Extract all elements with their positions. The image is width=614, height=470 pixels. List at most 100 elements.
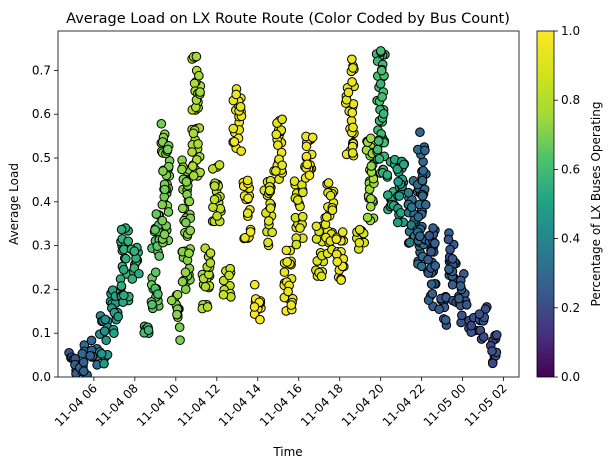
data-point bbox=[307, 132, 318, 143]
data-point bbox=[428, 223, 438, 233]
data-point bbox=[109, 328, 119, 339]
data-point bbox=[413, 212, 424, 222]
data-point bbox=[447, 253, 458, 264]
data-point bbox=[295, 223, 305, 233]
data-point bbox=[129, 246, 140, 257]
y-tick-label: 0.5 bbox=[32, 151, 51, 165]
data-point bbox=[286, 300, 297, 310]
x-tick-label: 11-04 14 bbox=[216, 381, 264, 429]
data-point bbox=[347, 77, 357, 87]
data-point bbox=[444, 264, 454, 275]
data-point bbox=[427, 288, 438, 299]
data-point bbox=[392, 164, 403, 175]
data-point bbox=[224, 270, 234, 281]
data-point bbox=[311, 221, 322, 232]
data-point bbox=[406, 202, 417, 212]
data-point bbox=[377, 92, 387, 102]
data-point bbox=[99, 358, 109, 369]
data-point bbox=[492, 330, 502, 340]
data-point bbox=[184, 196, 195, 207]
colorbar-tick-label: 0.6 bbox=[561, 162, 580, 176]
data-point bbox=[393, 176, 403, 187]
data-point bbox=[373, 136, 384, 146]
data-point bbox=[235, 102, 246, 112]
data-point bbox=[245, 227, 256, 237]
data-point bbox=[343, 87, 354, 98]
data-point bbox=[181, 177, 192, 187]
data-point bbox=[348, 122, 358, 133]
data-point bbox=[434, 304, 444, 315]
data-point bbox=[271, 166, 281, 176]
data-point bbox=[150, 225, 160, 235]
colorbar-tick-label: 0.0 bbox=[561, 370, 580, 384]
x-tick-label: 11-04 08 bbox=[93, 381, 141, 429]
data-point bbox=[420, 199, 431, 210]
data-point bbox=[297, 211, 308, 222]
data-point bbox=[151, 209, 162, 219]
chart-title: Average Load on LX Route Route (Color Co… bbox=[66, 11, 510, 27]
data-point bbox=[202, 302, 213, 312]
data-point bbox=[430, 261, 441, 271]
data-point bbox=[180, 267, 191, 278]
data-point bbox=[157, 215, 168, 226]
data-points bbox=[64, 46, 502, 377]
data-point bbox=[188, 170, 199, 181]
data-point bbox=[159, 229, 170, 240]
data-point bbox=[100, 314, 111, 325]
data-point bbox=[193, 139, 203, 149]
data-point bbox=[304, 170, 315, 181]
data-point bbox=[153, 289, 163, 299]
data-point bbox=[212, 211, 222, 221]
colorbar bbox=[536, 30, 555, 378]
data-point bbox=[228, 123, 239, 134]
data-point bbox=[163, 207, 174, 217]
data-point bbox=[273, 140, 283, 150]
y-axis-title: Average Load bbox=[7, 163, 21, 245]
data-point bbox=[405, 237, 415, 248]
data-point bbox=[156, 118, 167, 129]
data-point bbox=[177, 164, 187, 175]
data-point bbox=[366, 194, 376, 204]
data-point bbox=[249, 279, 260, 290]
data-point bbox=[271, 129, 282, 140]
data-point bbox=[327, 205, 338, 215]
data-point bbox=[119, 290, 129, 301]
data-point bbox=[372, 144, 383, 155]
data-point bbox=[209, 194, 220, 205]
data-point bbox=[325, 190, 336, 201]
colorbar-tick-label: 0.4 bbox=[561, 232, 580, 246]
data-point bbox=[134, 268, 144, 279]
data-point bbox=[336, 275, 346, 285]
data-point bbox=[116, 224, 127, 235]
x-tick-label: 11-04 06 bbox=[52, 381, 100, 429]
data-point bbox=[487, 346, 497, 356]
data-point bbox=[455, 281, 466, 291]
data-point bbox=[150, 267, 161, 278]
data-point bbox=[478, 332, 489, 342]
data-point bbox=[323, 178, 334, 188]
data-point bbox=[316, 271, 327, 282]
data-point bbox=[298, 187, 308, 198]
data-point bbox=[205, 248, 216, 258]
data-point bbox=[365, 201, 376, 212]
data-point bbox=[162, 144, 173, 155]
data-point bbox=[443, 234, 454, 245]
data-point bbox=[348, 63, 358, 73]
data-point bbox=[78, 357, 89, 368]
data-point bbox=[366, 161, 377, 171]
data-point bbox=[392, 217, 403, 228]
data-point bbox=[447, 279, 458, 290]
data-point bbox=[184, 248, 194, 259]
data-point bbox=[200, 281, 211, 292]
data-point bbox=[242, 175, 253, 186]
data-point bbox=[263, 237, 273, 248]
x-tick-label: 11-04 10 bbox=[134, 381, 182, 429]
data-point bbox=[354, 237, 365, 248]
data-point bbox=[354, 224, 365, 235]
data-point bbox=[101, 335, 111, 346]
data-point bbox=[242, 208, 253, 218]
data-point bbox=[301, 141, 312, 152]
data-point bbox=[418, 165, 429, 176]
